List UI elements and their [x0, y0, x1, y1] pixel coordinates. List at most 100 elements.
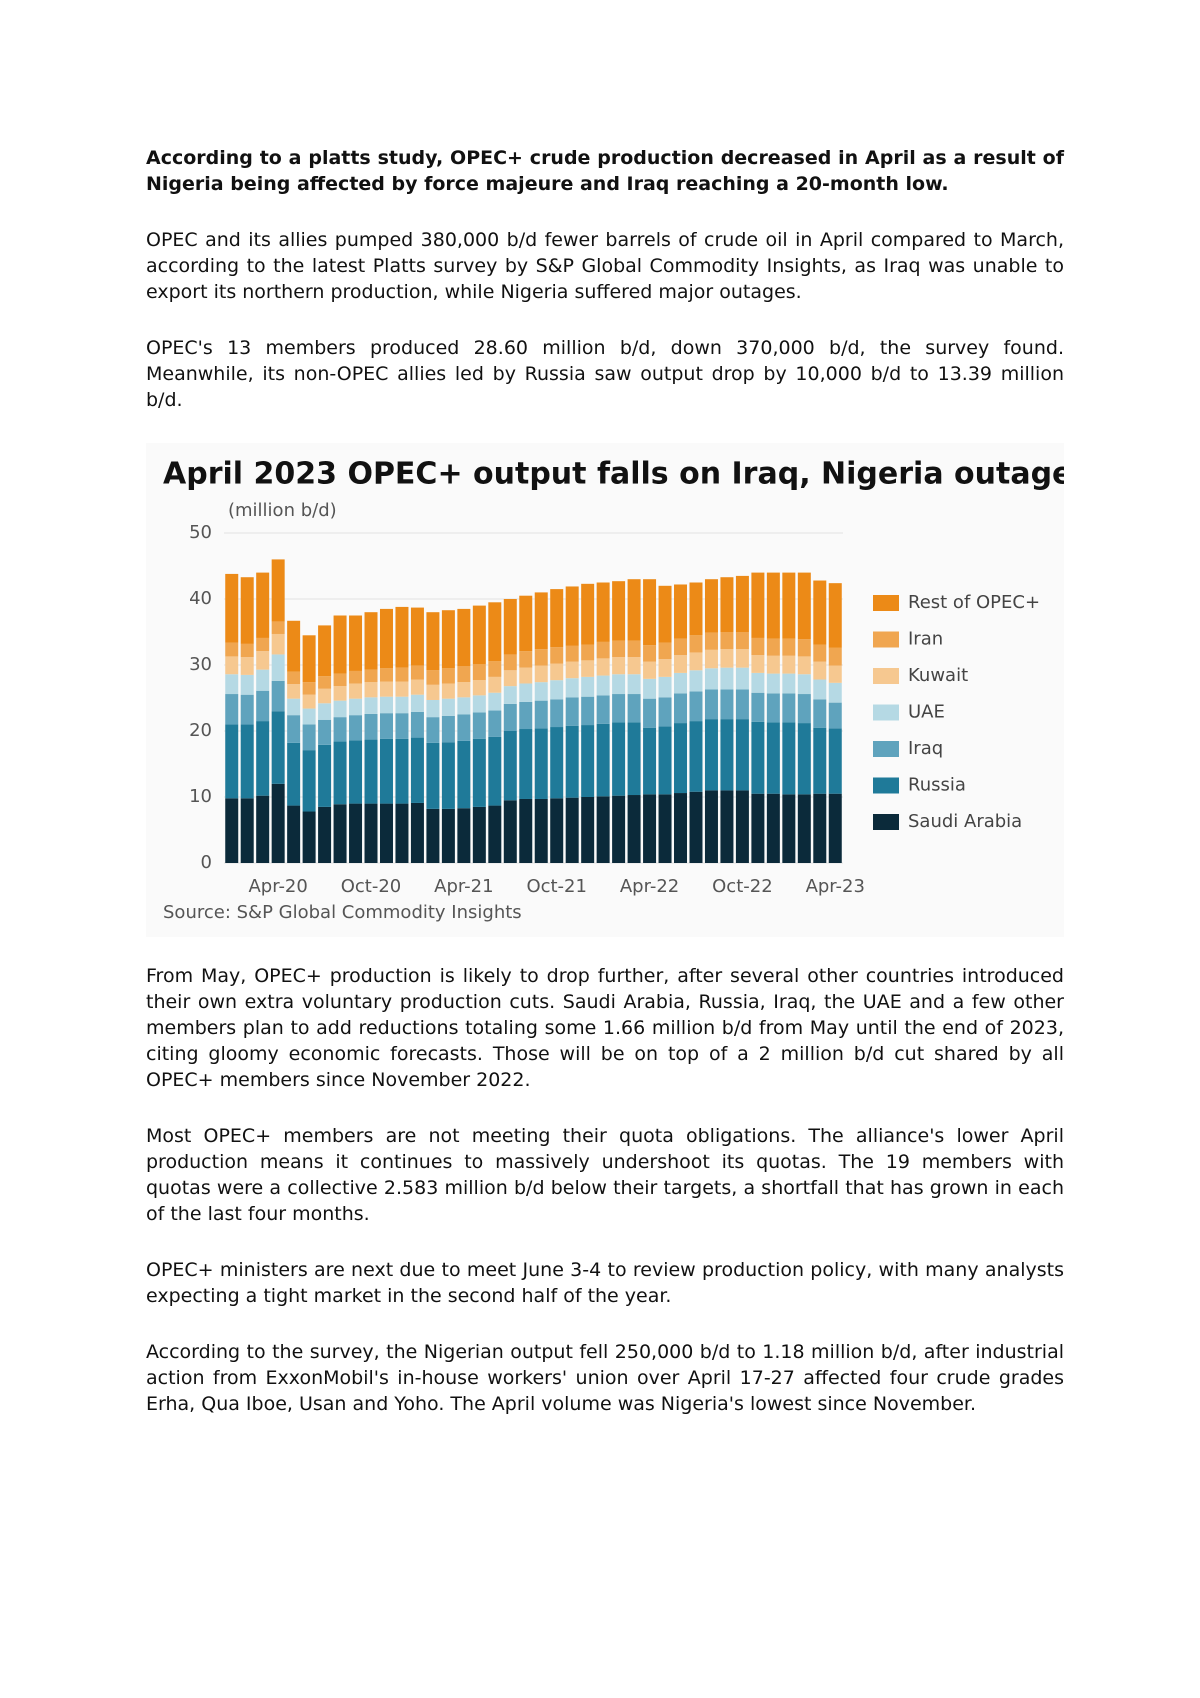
bar-segment	[364, 697, 378, 714]
bar-segment	[364, 682, 378, 698]
bar-segment	[426, 742, 440, 809]
bar-segment	[240, 577, 254, 644]
bar-segment	[395, 681, 409, 697]
bar-segment	[643, 727, 657, 795]
bar-segment	[720, 649, 734, 668]
bar-segment	[426, 612, 440, 671]
legend-label: Iran	[908, 629, 943, 650]
bar-segment	[596, 695, 610, 724]
legend-label: Kuwait	[908, 665, 968, 686]
legend-label: UAE	[908, 702, 945, 723]
bar-segment	[256, 651, 270, 670]
bar-segment	[643, 794, 657, 863]
bar-segment	[596, 796, 610, 863]
chart-title: April 2023 OPEC+ output falls on Iraq, N…	[163, 457, 1064, 492]
bar-segment	[550, 589, 564, 648]
bar-segment	[797, 674, 811, 695]
bar-segment	[302, 694, 316, 709]
bar-segment	[643, 698, 657, 728]
bar-segment	[271, 654, 285, 681]
bar-segment	[751, 672, 765, 693]
bar-segment	[565, 645, 579, 662]
bar-segment	[828, 702, 842, 729]
article: According to a platts study, OPEC+ crude…	[146, 145, 1090, 1447]
bar-segment	[828, 583, 842, 648]
bar-segment	[318, 625, 332, 677]
bar-segment	[534, 649, 548, 666]
bar-segment	[472, 680, 486, 696]
bar-segment	[472, 712, 486, 739]
bar-segment	[550, 798, 564, 863]
bar-segment	[349, 615, 363, 671]
bar-segment	[379, 713, 393, 739]
bar-segment	[581, 583, 595, 645]
bar-segment	[488, 710, 502, 737]
bar-segment	[643, 661, 657, 679]
bar-segment	[395, 606, 409, 668]
bar-segment	[534, 682, 548, 701]
y-tick-label: 40	[189, 588, 212, 609]
bar-segment	[674, 638, 688, 656]
bar-segment	[627, 694, 641, 723]
bar-segment	[379, 681, 393, 697]
bar-segment	[379, 696, 393, 714]
bar-segment	[612, 674, 626, 695]
bar-segment	[457, 697, 471, 715]
bar-segment	[240, 724, 254, 799]
bar-segment	[658, 726, 672, 795]
bar-segment	[318, 806, 332, 863]
bar-segment	[472, 695, 486, 713]
bar-segment	[410, 711, 424, 738]
bar-segment	[287, 684, 301, 699]
bar-segment	[472, 605, 486, 665]
bar-segment	[256, 637, 270, 652]
bar-segment	[349, 670, 363, 684]
bar-segment	[333, 700, 347, 718]
legend-label: Russia	[908, 775, 966, 796]
bar-segment	[488, 736, 502, 806]
bar-segment	[813, 793, 827, 863]
bar-segment	[735, 790, 749, 863]
bar-segment	[643, 579, 657, 646]
bar-segment	[689, 721, 703, 792]
bar-segment	[813, 661, 827, 680]
bar-segment	[333, 686, 347, 701]
bar-segment	[658, 585, 672, 643]
bar-segment	[766, 793, 780, 863]
bar-segment	[534, 798, 548, 863]
bar-segment	[379, 738, 393, 804]
bar-segment	[256, 572, 270, 638]
bar-segment	[472, 664, 486, 681]
bar-segment	[503, 703, 517, 731]
legend-swatch	[873, 668, 899, 684]
bar-segment	[488, 676, 502, 693]
bar-segment	[565, 697, 579, 726]
bar-segment	[349, 715, 363, 741]
bar-segment	[271, 783, 285, 863]
bar-segment	[720, 577, 734, 632]
bar-segment	[488, 805, 502, 863]
bar-segment	[395, 738, 409, 804]
bar-segment	[720, 719, 734, 791]
bar-segment	[534, 665, 548, 683]
bar-segment	[488, 692, 502, 711]
bar-segment	[751, 637, 765, 656]
x-tick-label: Oct-20	[341, 876, 402, 897]
bar-segment	[364, 612, 378, 670]
bar-segment	[581, 660, 595, 677]
bar-segment	[503, 670, 517, 687]
bar-segment	[674, 672, 688, 694]
bar-segment	[766, 722, 780, 794]
bar-segment	[503, 654, 517, 671]
bar-segment	[596, 675, 610, 696]
bar-segment	[256, 795, 270, 863]
bar-segment	[581, 725, 595, 797]
bar-segment	[550, 680, 564, 700]
bar-segment	[503, 731, 517, 801]
bar-segment	[627, 722, 641, 796]
bar-segment	[379, 608, 393, 669]
bar-segment	[828, 682, 842, 703]
bar-segment	[240, 694, 254, 725]
bar-segment	[782, 693, 796, 723]
bar-segment	[519, 729, 533, 799]
